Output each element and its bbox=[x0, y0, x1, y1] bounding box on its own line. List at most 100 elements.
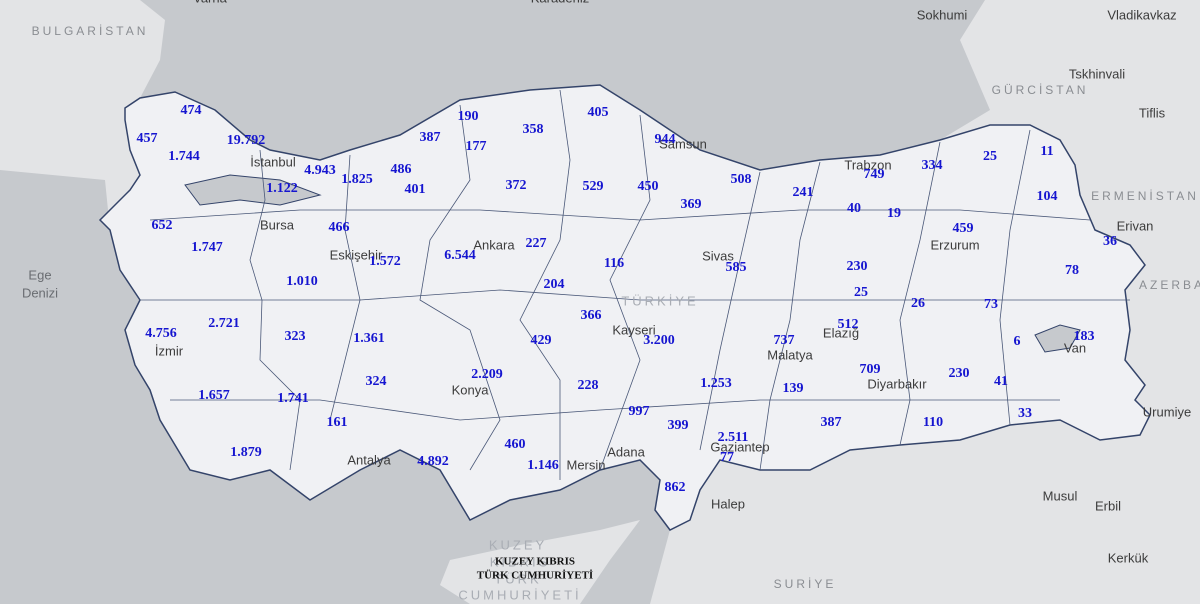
province-count: 139 bbox=[783, 381, 804, 396]
province-count: 459 bbox=[953, 221, 974, 236]
place-label: İzmir bbox=[155, 343, 184, 358]
province-count: 323 bbox=[285, 329, 306, 344]
place-label: Malatya bbox=[767, 347, 813, 362]
mediterranean-sea bbox=[0, 170, 670, 604]
marmara-sea bbox=[184, 174, 322, 206]
province-count: 40 bbox=[847, 201, 861, 216]
place-label: Sivas bbox=[702, 248, 734, 263]
place-label: Gaziantep bbox=[710, 439, 769, 454]
province-count: 4.756 bbox=[145, 326, 177, 341]
province-count: 1.361 bbox=[353, 331, 385, 346]
province-count: 2.209 bbox=[471, 367, 503, 382]
province-count: 737 bbox=[774, 333, 795, 348]
place-label: Van bbox=[1064, 340, 1086, 355]
lake-van bbox=[1034, 324, 1081, 353]
province-count: 862 bbox=[665, 480, 686, 495]
place-label: Sokhumi bbox=[917, 7, 968, 22]
province-count: 73 bbox=[984, 297, 998, 312]
cyprus-label: TÜRK CUMHURİYETİ bbox=[477, 569, 593, 582]
province-count: 4.943 bbox=[304, 163, 336, 178]
province-count: 3.200 bbox=[643, 333, 675, 348]
place-label: Kayseri bbox=[612, 322, 655, 337]
province-count: 1.122 bbox=[266, 181, 298, 196]
province-count: 387 bbox=[821, 415, 842, 430]
place-label: Erivan bbox=[1117, 218, 1154, 233]
place-label: Trabzon bbox=[844, 157, 891, 172]
province-count: 241 bbox=[793, 185, 814, 200]
province-count: 190 bbox=[458, 109, 479, 124]
province-count: 4.892 bbox=[417, 454, 449, 469]
province-count: 26 bbox=[911, 296, 925, 311]
place-label: SURİYE bbox=[774, 577, 837, 591]
place-label: Diyarbakır bbox=[867, 376, 927, 391]
place-label: TÜRKİYE bbox=[621, 293, 698, 308]
province-count: 116 bbox=[604, 256, 624, 271]
place-label: Tskhinvali bbox=[1069, 66, 1125, 81]
province-count: 1.572 bbox=[369, 254, 401, 269]
province-count: 230 bbox=[847, 259, 868, 274]
province-count: 78 bbox=[1065, 263, 1079, 278]
province-count: 25 bbox=[854, 285, 868, 300]
province-count: 1.657 bbox=[198, 388, 230, 403]
place-label: GÜRCİSTAN bbox=[992, 83, 1089, 97]
province-count: 450 bbox=[638, 179, 659, 194]
place-label: KUZEY bbox=[489, 537, 547, 552]
province-count: 104 bbox=[1037, 189, 1058, 204]
province-count: 709 bbox=[860, 362, 881, 377]
province-count: 401 bbox=[405, 182, 426, 197]
place-label: Erzurum bbox=[930, 237, 979, 252]
place-label: Antalya bbox=[347, 452, 391, 467]
province-count: 486 bbox=[391, 162, 412, 177]
province-count: 1.010 bbox=[286, 274, 318, 289]
province-count: 585 bbox=[726, 260, 747, 275]
cyprus bbox=[440, 520, 640, 604]
place-label: Ankara bbox=[473, 237, 515, 252]
province-count: 324 bbox=[366, 374, 387, 389]
place-label: İstanbul bbox=[250, 154, 296, 169]
place-label: Ege bbox=[28, 267, 51, 282]
place-label: BULGARİSTAN bbox=[32, 24, 149, 38]
province-count: 1.146 bbox=[527, 458, 559, 473]
province-count: 474 bbox=[181, 103, 202, 118]
province-count: 11 bbox=[1040, 144, 1053, 159]
place-label: Konya bbox=[452, 382, 490, 397]
province-count: 387 bbox=[420, 130, 441, 145]
province-count: 369 bbox=[681, 197, 702, 212]
province-count: 944 bbox=[655, 132, 676, 147]
province-count: 749 bbox=[864, 167, 885, 182]
province-count: 429 bbox=[531, 333, 552, 348]
place-label: Tiflis bbox=[1139, 105, 1166, 120]
place-label: AZERBA bbox=[1139, 278, 1200, 292]
place-label: Karadeniz bbox=[531, 0, 590, 5]
province-count: 33 bbox=[1018, 406, 1032, 421]
province-count: 1.747 bbox=[191, 240, 223, 255]
place-label: Eskişehir bbox=[330, 247, 383, 262]
province-count: 6.544 bbox=[444, 248, 476, 263]
province-count: 227 bbox=[526, 236, 547, 251]
place-label: Bursa bbox=[260, 217, 295, 232]
place-label: Samsun bbox=[659, 136, 707, 151]
province-count: 19.792 bbox=[227, 133, 266, 148]
province-count: 228 bbox=[578, 378, 599, 393]
province-count: 1.744 bbox=[168, 149, 200, 164]
place-label: Varna bbox=[193, 0, 227, 5]
province-count: 457 bbox=[137, 131, 158, 146]
province-count: 399 bbox=[668, 418, 689, 433]
province-count: 110 bbox=[923, 415, 943, 430]
province-count: 1.741 bbox=[277, 391, 309, 406]
province-count: 183 bbox=[1074, 329, 1095, 344]
province-count: 508 bbox=[731, 172, 752, 187]
province-count: 36 bbox=[1103, 234, 1117, 249]
province-count: 366 bbox=[581, 308, 602, 323]
province-count: 41 bbox=[994, 374, 1008, 389]
black-sea bbox=[140, 0, 990, 170]
province-count: 177 bbox=[466, 139, 487, 154]
province-count: 6 bbox=[1014, 334, 1021, 349]
province-count: 161 bbox=[327, 415, 348, 430]
province-count: 334 bbox=[922, 158, 943, 173]
province-count: 1.253 bbox=[700, 376, 732, 391]
province-borders bbox=[140, 89, 1130, 480]
place-label: Musul bbox=[1043, 488, 1078, 503]
province-count: 1.825 bbox=[341, 172, 373, 187]
